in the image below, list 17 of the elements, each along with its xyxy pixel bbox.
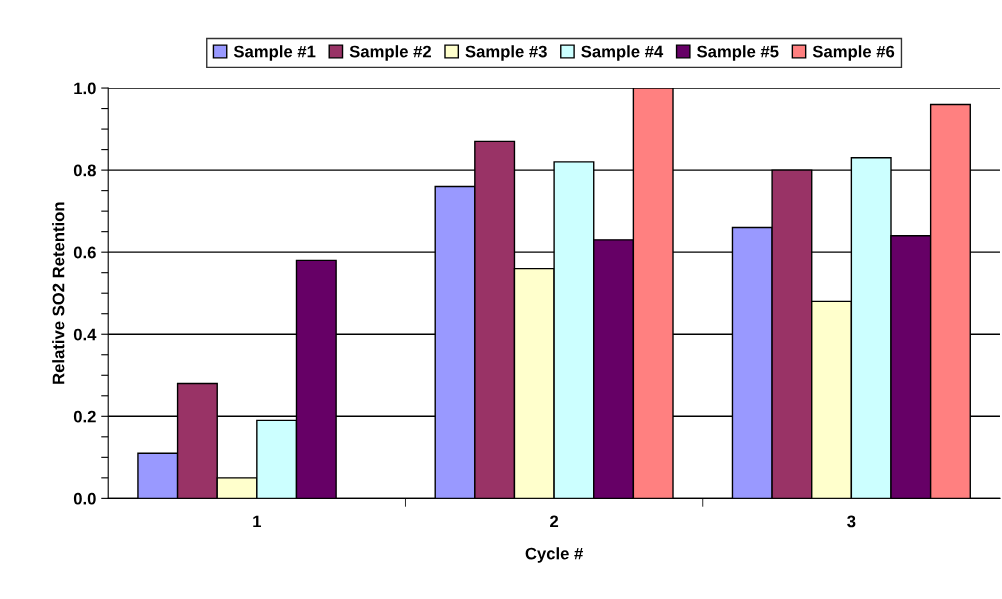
y-tick-label: 1.0 (74, 82, 96, 95)
legend-label: Sample #4 (581, 45, 664, 61)
x-axis-title: Cycle # (525, 547, 584, 563)
y-tick-label: 0.6 (73, 246, 96, 259)
legend-label: Sample #6 (812, 45, 895, 61)
y-tick-label: 0.2 (73, 410, 96, 423)
y-tick-label: 0.0 (73, 492, 96, 505)
legend-label: Sample #5 (697, 45, 779, 61)
legend-label: Sample #1 (233, 45, 316, 61)
x-tick-label: 1 (253, 515, 262, 528)
legend-label: Sample #3 (465, 45, 547, 61)
y-axis-title: Relative SO2 Retention (52, 202, 65, 384)
x-tick-label: 2 (550, 515, 559, 528)
y-tick-label: 0.4 (73, 328, 97, 341)
y-tick-label: 0.8 (73, 164, 96, 177)
legend-label: Sample #2 (349, 45, 431, 61)
x-tick-label: 3 (847, 515, 856, 528)
